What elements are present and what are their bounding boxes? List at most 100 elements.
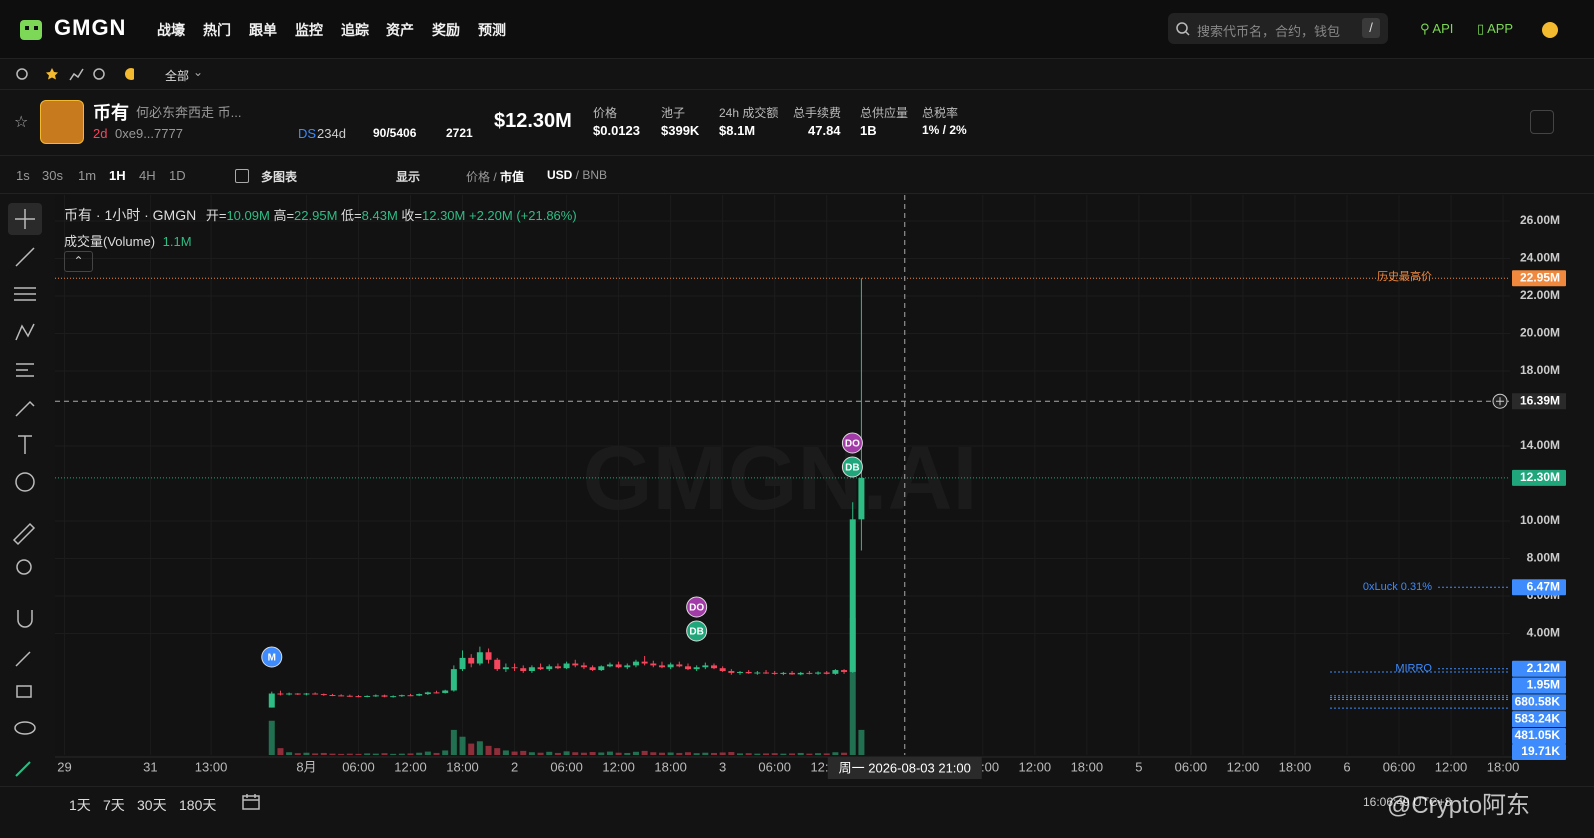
views-count: 2721: [446, 126, 473, 140]
event-marker: [841, 456, 863, 478]
candle-body: [303, 693, 310, 695]
ath-name: 历史最高价: [1377, 269, 1432, 283]
volume-bar: [780, 753, 787, 755]
volume-bar: [554, 752, 561, 755]
panel-toggle[interactable]: [1530, 110, 1554, 134]
interval[interactable]: 1D: [169, 168, 186, 183]
y-tick-label: 26.00M: [1520, 213, 1560, 227]
candle-body: [684, 666, 691, 670]
crosshair-tag: [1512, 393, 1566, 410]
volume-bar: [632, 751, 639, 755]
multi-chart[interactable]: 多图表: [261, 170, 298, 184]
bnb-option: BNB: [582, 168, 608, 182]
menu-item[interactable]: 预测: [478, 22, 506, 38]
volume-bar: [684, 752, 691, 755]
filter-all[interactable]: 全部: [165, 69, 190, 83]
volume-bar: [407, 753, 414, 755]
x-tick-label: 2: [511, 759, 518, 774]
volume-bar: [502, 750, 509, 755]
interval[interactable]: 1s: [16, 168, 30, 183]
volume-label: 成交量(Volume): [64, 234, 156, 249]
stat-label: 价格: [593, 106, 618, 120]
logo-text[interactable]: GMGN: [54, 15, 127, 40]
api-link[interactable]: ⚲ API: [1420, 21, 1454, 36]
candle-body: [355, 696, 362, 698]
volume-bar: [754, 753, 761, 755]
volume-bar: [641, 750, 648, 755]
favorite-star[interactable]: ☆: [14, 114, 29, 131]
ohlc-value: 12.30M: [422, 208, 466, 223]
candle-body: [554, 666, 561, 669]
multi-checkbox[interactable]: [235, 169, 249, 183]
candle-body: [268, 693, 275, 708]
stat-label: 总手续费: [793, 106, 842, 120]
currency-toggle[interactable]: USD / BNB: [547, 168, 608, 182]
volume-bar: [303, 752, 310, 755]
menu-item[interactable]: 监控: [295, 22, 323, 38]
volume-bar: [676, 752, 683, 755]
candle-body: [407, 695, 414, 697]
candle-body: [650, 663, 657, 666]
range-button[interactable]: 180天: [179, 797, 217, 813]
candle-body: [563, 663, 570, 669]
price-toggle[interactable]: 价格 / 市值: [466, 170, 525, 184]
legend-title: 币有 · 1小时 · GMGN: [64, 207, 197, 223]
app-link[interactable]: ▯ APP: [1477, 21, 1514, 36]
range-button[interactable]: 30天: [137, 797, 167, 813]
volume-bar: [537, 752, 544, 755]
volume-bar: [849, 618, 856, 755]
date-picker-icon[interactable]: [241, 792, 261, 812]
volume-bar: [320, 752, 327, 755]
candle-body: [632, 661, 639, 666]
holder-tag: [1512, 694, 1566, 711]
change: +2.20M (+21.86%): [469, 208, 577, 223]
ohlc-label: 收=: [401, 208, 422, 223]
volume-bar: [806, 753, 813, 755]
stat-value: $0.0123: [593, 123, 640, 138]
crosshair-x-tag: [827, 757, 982, 779]
candle-body: [641, 661, 648, 664]
menu-item[interactable]: 热门: [203, 22, 231, 38]
menu-item[interactable]: 追踪: [341, 22, 369, 38]
candle-body: [849, 519, 856, 672]
range-button[interactable]: 7天: [103, 797, 125, 813]
divider: [0, 786, 1594, 787]
token-avatar: [40, 100, 84, 144]
interval[interactable]: 30s: [42, 168, 63, 183]
stat-label: 24h 成交额: [719, 106, 779, 120]
menu-item[interactable]: 跟单: [249, 22, 277, 38]
interval-active[interactable]: 1H: [109, 168, 126, 183]
candle-body: [364, 695, 371, 697]
display-menu[interactable]: 显示: [396, 170, 421, 184]
collapse-button[interactable]: ⌃: [64, 251, 93, 272]
interval[interactable]: 1m: [78, 168, 97, 183]
candle-body: [763, 672, 770, 674]
candle-body: [754, 672, 761, 674]
candle-body: [459, 657, 466, 670]
y-tick-label: 8.00M: [1527, 551, 1560, 565]
range-button[interactable]: 1天: [69, 797, 91, 813]
menu-item[interactable]: 奖励: [432, 22, 460, 38]
menu-item[interactable]: 资产: [386, 22, 414, 38]
usd-option: USD: [547, 168, 573, 182]
candle-body: [780, 672, 787, 674]
crosshair-tag-label: 16.39M: [1520, 393, 1560, 407]
token-address[interactable]: 0xe9...7777: [115, 126, 183, 141]
coin-icon: [1542, 22, 1558, 38]
menu-item[interactable]: 战壕: [157, 22, 185, 38]
candle-body: [737, 671, 744, 673]
candle-body: [710, 665, 717, 669]
ds-age: 234d: [317, 126, 346, 141]
y-tick-label: 18.00M: [1520, 363, 1560, 377]
candle-body: [624, 665, 631, 668]
volume-bar: [658, 752, 665, 755]
y-tick-label: 20.00M: [1520, 326, 1560, 340]
ohlc-value: 10.09M: [226, 208, 270, 223]
volume-bar: [737, 753, 744, 755]
stat-label: 总税率: [922, 106, 959, 120]
event-marker-label: DB: [845, 463, 859, 474]
candle-body: [745, 671, 752, 674]
interval[interactable]: 4H: [139, 168, 156, 183]
search-box[interactable]: 搜索代币名，合约，钱包 /: [1168, 13, 1388, 44]
app-text: APP: [1487, 21, 1514, 36]
